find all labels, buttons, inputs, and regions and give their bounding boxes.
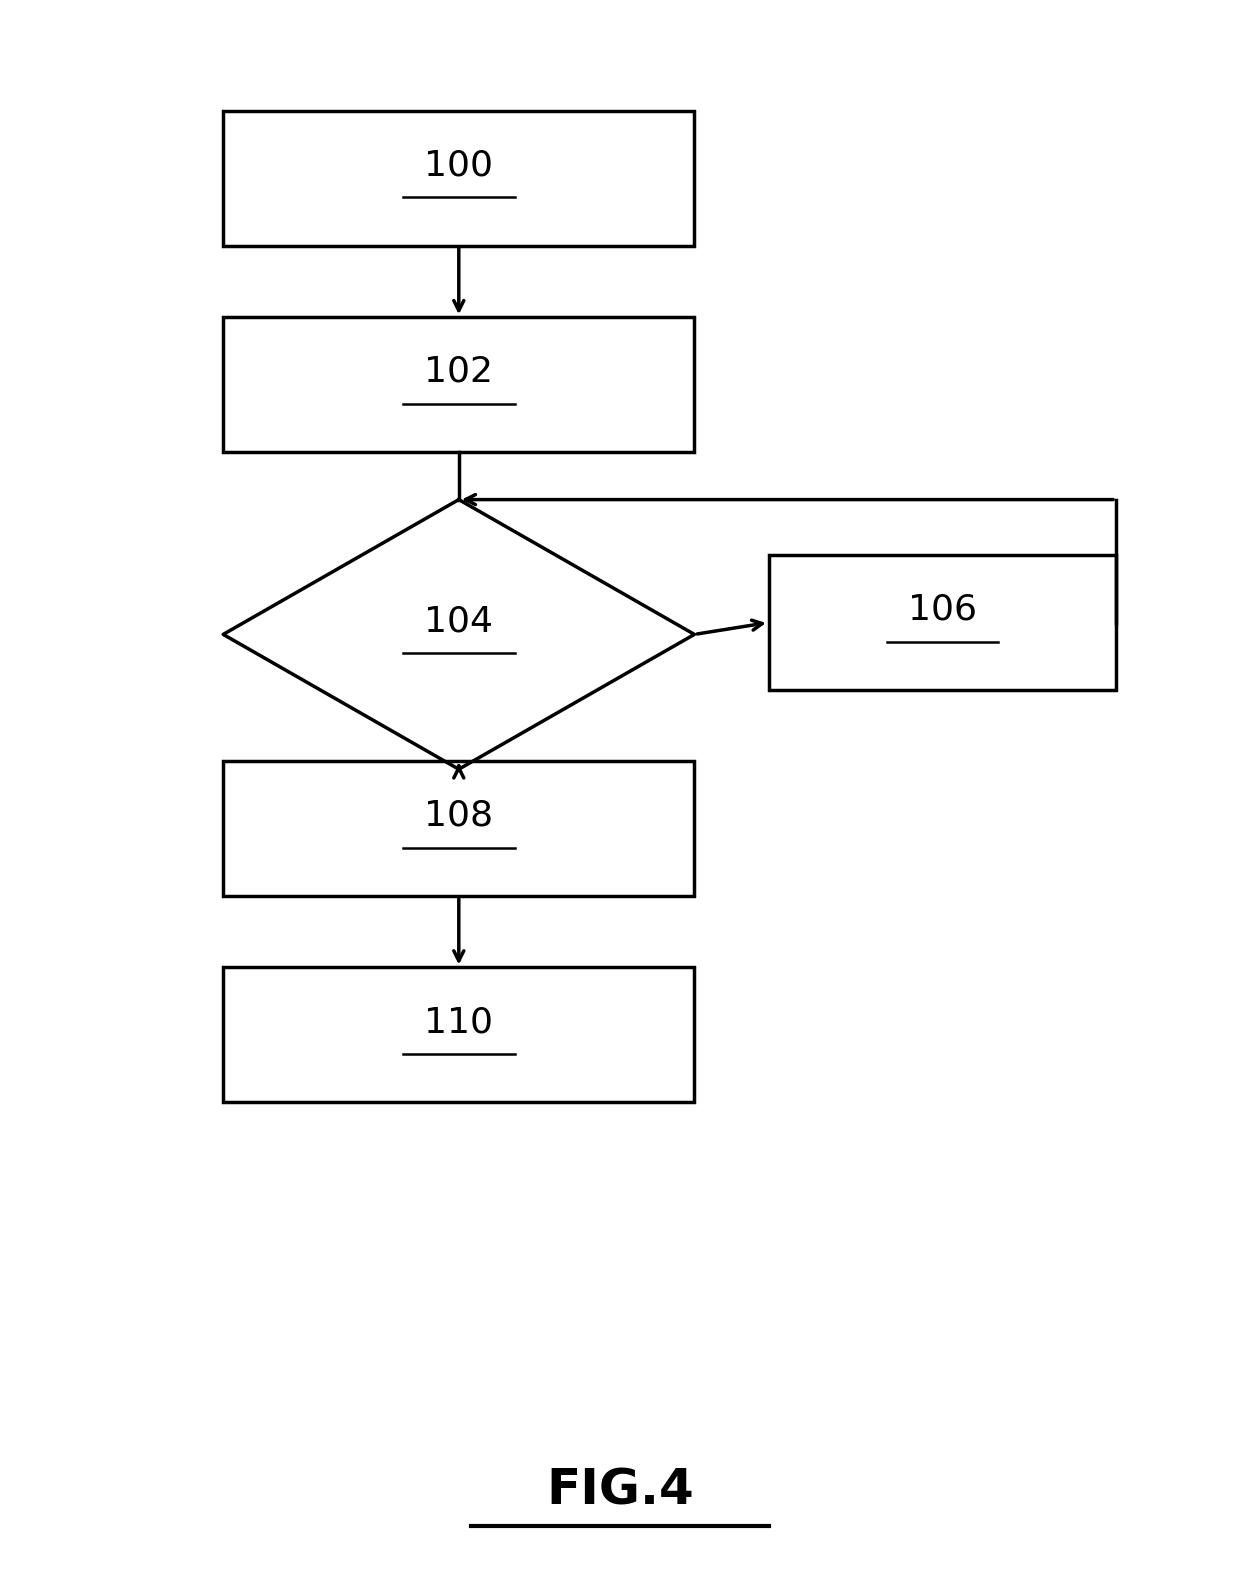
FancyBboxPatch shape <box>769 555 1116 690</box>
FancyBboxPatch shape <box>223 967 694 1102</box>
Text: 102: 102 <box>424 355 494 389</box>
Text: FIG.4: FIG.4 <box>546 1467 694 1515</box>
FancyBboxPatch shape <box>223 111 694 246</box>
FancyBboxPatch shape <box>223 317 694 452</box>
Text: 110: 110 <box>424 1006 494 1039</box>
Text: 104: 104 <box>424 604 494 639</box>
Text: 100: 100 <box>424 149 494 182</box>
Text: 106: 106 <box>908 593 977 626</box>
Text: 108: 108 <box>424 799 494 833</box>
FancyBboxPatch shape <box>223 761 694 896</box>
